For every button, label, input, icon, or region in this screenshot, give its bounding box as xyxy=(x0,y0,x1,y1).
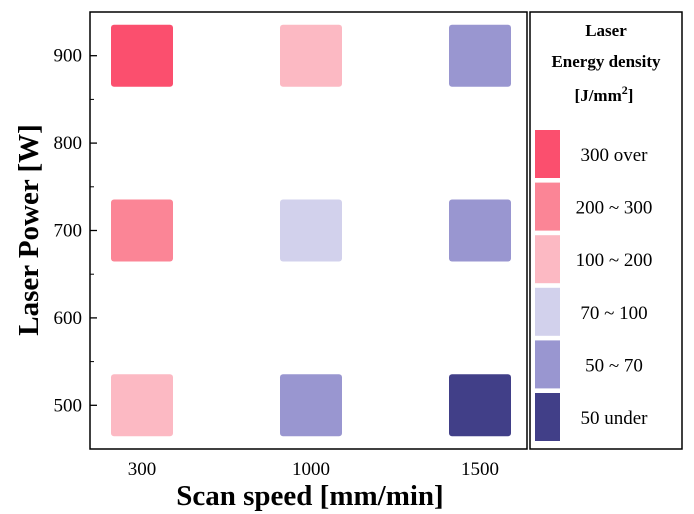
legend-unit-suffix: ] xyxy=(628,86,634,105)
legend-title-line1: Laser xyxy=(585,21,627,40)
y-tick-label: 700 xyxy=(54,221,83,242)
legend-title-unit: [J/mm2] xyxy=(575,83,634,105)
legend-unit-prefix: [J/mm xyxy=(575,86,622,105)
legend-label: 200 ~ 300 xyxy=(576,198,653,219)
plot-area: 500 600 700 800 900 300 1000 1500 xyxy=(54,12,528,480)
heatmap-cells xyxy=(111,25,511,437)
heatmap-cell xyxy=(449,25,511,87)
legend-label: 70 ~ 100 xyxy=(580,303,647,324)
y-tick-label: 900 xyxy=(54,46,83,67)
legend-swatch xyxy=(535,288,560,336)
y-tick-label: 600 xyxy=(54,308,83,329)
legend-swatch xyxy=(535,340,560,388)
y-axis-title: Laser Power [W] xyxy=(13,124,45,336)
legend-title-line2: Energy density xyxy=(551,52,661,71)
legend-swatch xyxy=(535,235,560,283)
legend-label: 50 under xyxy=(580,408,648,429)
legend-items: 300 over 200 ~ 300 100 ~ 200 70 ~ 100 50 ~ 7… xyxy=(535,130,652,441)
heatmap-cell xyxy=(111,374,173,436)
heatmap-cell xyxy=(280,374,342,436)
legend-label: 300 over xyxy=(580,145,648,166)
heatmap-cell xyxy=(280,25,342,87)
heatmap-cell xyxy=(449,200,511,262)
heatmap-cell xyxy=(449,374,511,436)
x-tick-label: 1000 xyxy=(292,459,330,480)
heatmap-cell xyxy=(280,200,342,262)
heatmap-cell xyxy=(111,25,173,87)
legend-swatch xyxy=(535,393,560,441)
x-tick-label: 300 xyxy=(128,459,157,480)
legend-swatch xyxy=(535,183,560,231)
y-tick-label: 500 xyxy=(54,395,83,416)
legend-label: 50 ~ 70 xyxy=(585,355,643,376)
x-axis-title: Scan speed [mm/min] xyxy=(176,480,443,512)
x-axis: 300 1000 1500 xyxy=(128,459,499,480)
legend-swatch xyxy=(535,130,560,178)
x-tick-label: 1500 xyxy=(461,459,499,480)
legend-label: 100 ~ 200 xyxy=(576,250,653,271)
y-tick-label: 800 xyxy=(54,133,83,154)
legend: Laser Energy density [J/mm2] 300 over 200… xyxy=(530,12,682,449)
heatmap-cell xyxy=(111,200,173,262)
